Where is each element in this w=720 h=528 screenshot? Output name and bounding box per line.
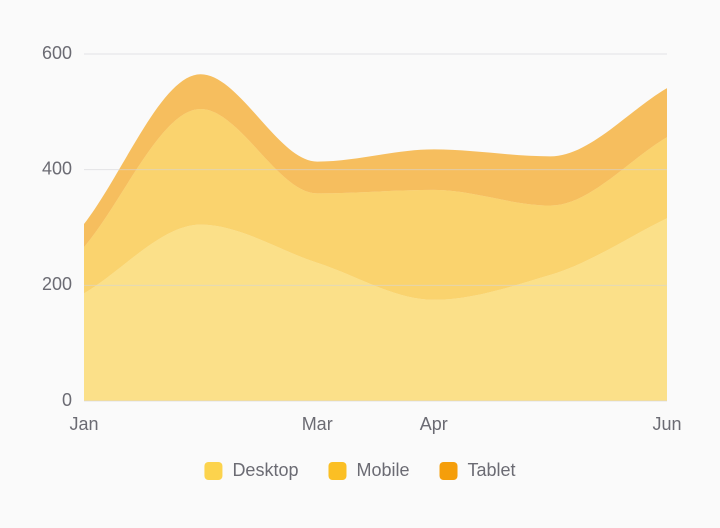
area: [84, 218, 667, 401]
legend-swatch: [328, 462, 347, 480]
y-tick-label: 200: [42, 274, 72, 294]
x-tick-label: Jan: [69, 414, 98, 434]
legend-label: Desktop: [232, 460, 298, 480]
area: [84, 74, 667, 248]
legend: Desktop Mobile Tablet: [204, 460, 516, 480]
legend-swatch: [204, 462, 223, 480]
legend-label: Tablet: [468, 460, 516, 480]
y-tick-label: 600: [42, 43, 72, 63]
x-tick-label: Apr: [420, 414, 448, 434]
x-tick-label: Mar: [302, 414, 333, 434]
area: [84, 108, 667, 300]
legend-swatch: [439, 462, 458, 480]
legend-label: Mobile: [356, 460, 409, 480]
y-tick-label: 0: [62, 390, 72, 410]
y-tick-label: 400: [42, 158, 72, 178]
x-tick-label: Jun: [652, 414, 681, 434]
